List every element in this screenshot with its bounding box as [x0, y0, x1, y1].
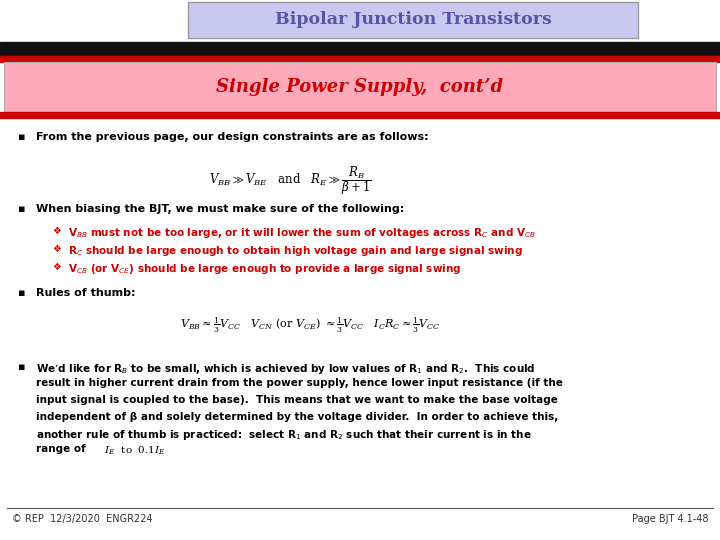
Bar: [0, 42, 720, 56]
Text: V$_{CB}$ (or V$_{CE}$) should be large enough to provide a large signal swing: V$_{CB}$ (or V$_{CE}$) should be large e…: [68, 262, 462, 276]
Text: input signal is coupled to the base).  This means that we want to make the base : input signal is coupled to the base). Th…: [36, 395, 558, 405]
Text: ❖: ❖: [52, 226, 60, 236]
Bar: [4, 62, 716, 112]
Text: Page BJT 4.1-48: Page BJT 4.1-48: [631, 514, 708, 524]
Bar: [188, 2, 638, 38]
Text: result in higher current drain from the power supply, hence lower input resistan: result in higher current drain from the …: [36, 379, 563, 388]
Text: range of: range of: [36, 444, 86, 455]
Text: ▪: ▪: [18, 362, 25, 372]
Text: When biasing the BJT, we must make sure of the following:: When biasing the BJT, we must make sure …: [36, 204, 404, 214]
Bar: [0, 56, 720, 62]
Text: $V_{BB} \approx \frac{1}{3}V_{CC}$   $V_{CN}$ (or $V_{CE}$) $\approx \frac{1}{3}: $V_{BB} \approx \frac{1}{3}V_{CC}$ $V_{C…: [180, 316, 441, 335]
Text: ▪: ▪: [18, 204, 25, 214]
Text: ▪: ▪: [18, 132, 25, 142]
Text: $V_{BB} \gg V_{BE}$   and   $R_E \gg \dfrac{R_B}{\beta+1}$: $V_{BB} \gg V_{BE}$ and $R_E \gg \dfrac{…: [209, 164, 372, 197]
Text: another rule of thumb is practiced:  select R$_1$ and R$_2$ such that their curr: another rule of thumb is practiced: sele…: [36, 428, 532, 442]
Text: Bipolar Junction Transistors: Bipolar Junction Transistors: [274, 11, 552, 29]
Text: independent of β and solely determined by the voltage divider.  In order to achi: independent of β and solely determined b…: [36, 411, 558, 422]
Text: © REP  12/3/2020  ENGR224: © REP 12/3/2020 ENGR224: [12, 514, 153, 524]
Text: ❖: ❖: [52, 244, 60, 254]
Text: $I_E$  to  $0.1I_E$: $I_E$ to $0.1I_E$: [98, 444, 166, 457]
Text: ▪: ▪: [18, 288, 25, 298]
Text: V$_{BB}$ must not be too large, or it will lower the sum of voltages across R$_C: V$_{BB}$ must not be too large, or it wi…: [68, 226, 536, 240]
Text: R$_C$ should be large enough to obtain high voltage gain and large signal swing: R$_C$ should be large enough to obtain h…: [68, 244, 523, 258]
Text: ❖: ❖: [52, 262, 60, 272]
Text: From the previous page, our design constraints are as follows:: From the previous page, our design const…: [36, 132, 428, 142]
Text: We’d like for R$_B$ to be small, which is achieved by low values of R$_1$ and R$: We’d like for R$_B$ to be small, which i…: [36, 362, 536, 376]
Text: Rules of thumb:: Rules of thumb:: [36, 288, 135, 298]
Text: Single Power Supply,  cont’d: Single Power Supply, cont’d: [217, 78, 503, 96]
Bar: [0, 112, 720, 118]
